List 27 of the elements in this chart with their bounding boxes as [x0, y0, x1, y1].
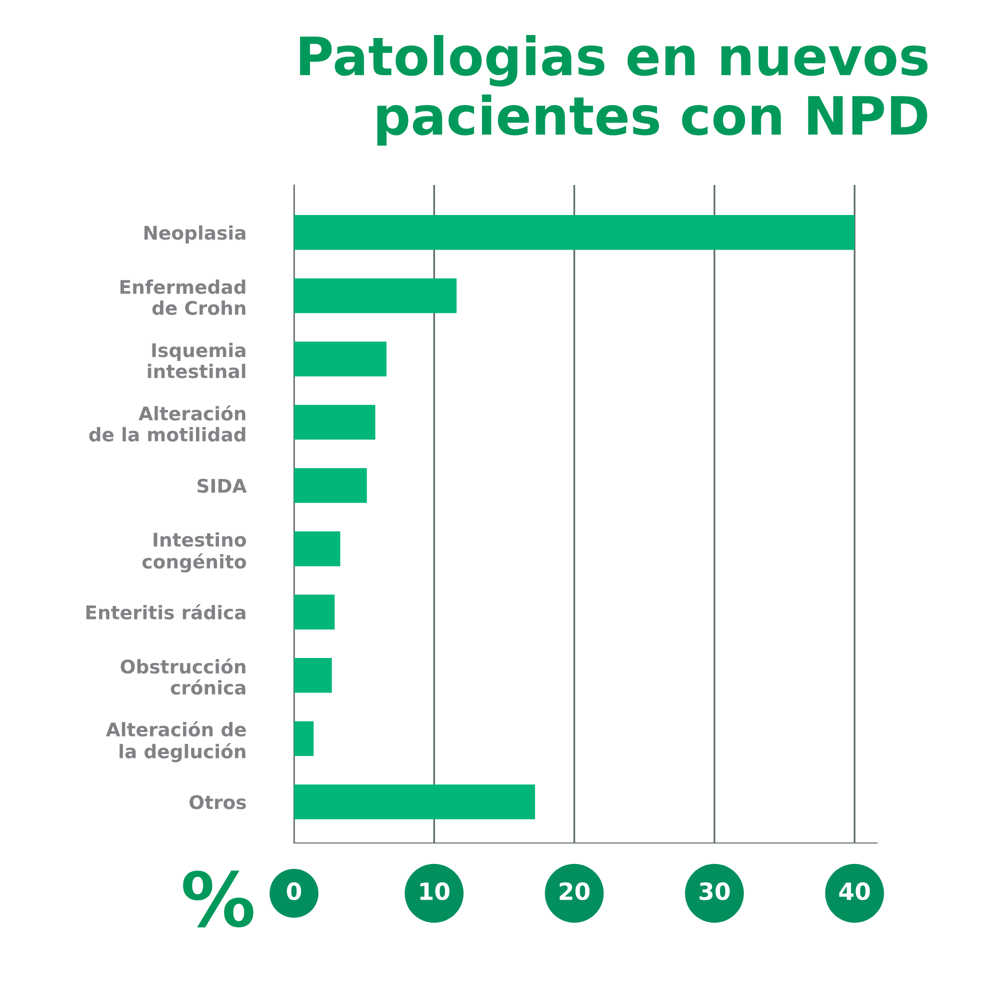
x-tick-label: 0 [286, 882, 302, 900]
chart-title: Patologias en nuevos pacientes con NPD [300, 35, 928, 146]
y-tick-label: Neoplasia [144, 225, 246, 244]
bar [294, 594, 335, 630]
y-tick-label: SIDA [198, 478, 247, 493]
bar [294, 342, 386, 376]
y-tick-label: Enteritis rádica [86, 604, 246, 620]
x-tick-label: 30 [700, 882, 730, 900]
bar [294, 658, 332, 693]
x-tick-label: 10 [420, 882, 450, 900]
y-tick-label: Alteración de la deglución [106, 721, 246, 762]
bar [294, 468, 367, 503]
y-tick-label: Otros [190, 795, 246, 810]
y-tick-label: Isquemia intestinal [148, 342, 246, 378]
x-tick-label: 20 [560, 882, 590, 900]
y-tick-label: Enfermedad de Crohn [120, 280, 246, 316]
y-tick-label: Alteración de la motilidad [89, 405, 246, 442]
bar [294, 404, 376, 440]
bar [294, 784, 536, 820]
y-tick-label: Intestino congénito [142, 532, 246, 572]
bar [294, 531, 340, 566]
bar [294, 721, 314, 756]
y-tick-label: Obstrucción crónica [120, 658, 246, 695]
x-tick-label: 40 [839, 882, 870, 900]
bar [294, 215, 855, 250]
x-axis-title: % [183, 870, 254, 928]
bar [294, 278, 457, 314]
